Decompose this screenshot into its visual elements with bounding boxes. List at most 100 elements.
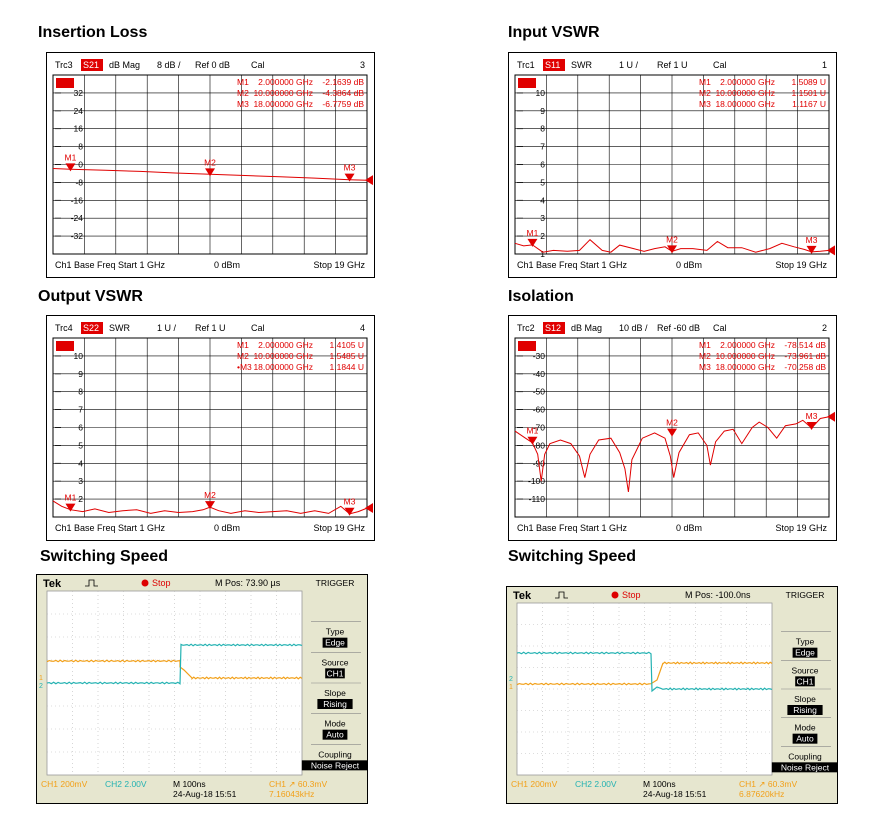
trace-number: 4 bbox=[360, 323, 365, 333]
marker-name: M3 bbox=[699, 362, 711, 372]
ref-badge-text: S22 bbox=[58, 342, 73, 351]
y-tick-label: 5 bbox=[78, 440, 83, 450]
marker-label: M2 bbox=[666, 418, 678, 428]
marker-value: -73.961 dB bbox=[784, 351, 826, 361]
marker-triangle-m3 bbox=[344, 507, 355, 516]
menu-label: Source bbox=[792, 665, 819, 675]
menu-value-bg bbox=[787, 705, 823, 715]
ref-label: Ref -60 dB bbox=[657, 323, 700, 333]
ch1-trace bbox=[46, 659, 303, 680]
marker-value: 1.4105 U bbox=[330, 340, 365, 350]
status-date: 24-Aug-18 15:51 bbox=[173, 789, 237, 799]
y-tick-label: -16 bbox=[71, 195, 84, 205]
status-trigger: CH1 ↗ 60.3mV bbox=[269, 779, 327, 789]
marker-triangle-m3 bbox=[806, 421, 817, 430]
marker-freq: 18.000000 GHz bbox=[715, 362, 775, 372]
footer-stop: Stop 19 GHz bbox=[313, 523, 365, 533]
m-pos: M Pos: -100.0ns bbox=[685, 590, 751, 600]
cal-label: Cal bbox=[713, 60, 727, 70]
footer-power: 0 dBm bbox=[214, 260, 240, 270]
marker-label: M3 bbox=[344, 497, 356, 507]
marker-label: M2 bbox=[666, 234, 678, 244]
footer-channel: Ch1 Base Freq Start 1 GHz bbox=[517, 523, 628, 533]
input-vswr-chart: Trc1 S11 SWR 1 U / Ref 1 U Cal 1 10 9 8 7 6 5 4 3 2 1 S11… bbox=[514, 59, 835, 270]
run-state: Stop bbox=[152, 578, 171, 588]
cal-label: Cal bbox=[251, 60, 265, 70]
scale-label: 1 U / bbox=[157, 323, 177, 333]
output-vswr-chart: Trc4 S22 SWR 1 U / Ref 1 U Cal 4 10 9 8 7 6 5 4 3 2 S22 M… bbox=[52, 322, 373, 533]
menu-value-bg bbox=[792, 733, 818, 744]
y-tick-label: 4 bbox=[540, 195, 545, 205]
ch2-trace bbox=[46, 643, 303, 685]
y-tick-label: 2 bbox=[78, 494, 83, 504]
y-tick-label: 9 bbox=[78, 369, 83, 379]
menu-label: Coupling bbox=[788, 751, 822, 761]
menu-value: Auto bbox=[796, 734, 814, 744]
menu-value-bg bbox=[301, 760, 369, 771]
tek-logo: Tek bbox=[43, 578, 62, 590]
trace-number: 1 bbox=[822, 60, 827, 70]
status-ch1: CH1 200mV bbox=[511, 779, 558, 789]
marker-value: 1.1844 U bbox=[330, 362, 365, 372]
footer-power: 0 dBm bbox=[676, 523, 702, 533]
title-isolation: Isolation bbox=[508, 288, 574, 305]
menu-label: Coupling bbox=[318, 749, 352, 759]
marker-triangle-m1 bbox=[527, 238, 538, 247]
trace-label: Trc3 bbox=[55, 60, 73, 70]
marker-freq: 10.000000 GHz bbox=[253, 351, 313, 361]
y-tick-label: 1 bbox=[540, 249, 545, 259]
status-ch2: CH2 2.00V bbox=[575, 779, 617, 789]
status-frequency: 7.16043kHz bbox=[269, 789, 314, 799]
status-trigger: CH1 ↗ 60.3mV bbox=[739, 779, 797, 789]
title-output-vswr: Output VSWR bbox=[38, 288, 143, 305]
menu-value: Rising bbox=[323, 699, 347, 709]
y-tick-label: 0 bbox=[78, 160, 83, 170]
y-tick-label: 7 bbox=[78, 405, 83, 415]
title-switching-speed-2: Switching Speed bbox=[508, 548, 637, 565]
stop-icon bbox=[141, 579, 149, 587]
acquire-icon bbox=[555, 591, 568, 599]
format-label: dB Mag bbox=[571, 323, 602, 333]
menu-label: Type bbox=[326, 627, 345, 637]
y-tick-label: 8 bbox=[540, 124, 545, 134]
marker-triangle-m2 bbox=[667, 245, 677, 254]
trace-line-s12 bbox=[514, 416, 830, 492]
menu-value: Edge bbox=[325, 638, 345, 648]
y-tick-label: 3 bbox=[540, 213, 545, 223]
ref-badge-text: S21 bbox=[58, 79, 73, 88]
ref-label: Ref 0 dB bbox=[195, 60, 230, 70]
marker-label: M3 bbox=[344, 163, 356, 173]
marker-freq: 10.000000 GHz bbox=[253, 88, 313, 98]
menu-value: Auto bbox=[326, 730, 344, 740]
menu-value: Rising bbox=[793, 705, 817, 715]
marker-label: M3 bbox=[806, 235, 818, 245]
ch2-level-marker: 2 bbox=[39, 683, 43, 690]
sparam-badge: S21 bbox=[83, 60, 99, 70]
cal-label: Cal bbox=[251, 323, 265, 333]
y-tick-label: 3 bbox=[78, 476, 83, 486]
y-tick-label: -8 bbox=[75, 177, 83, 187]
marker-name: M2 bbox=[237, 351, 249, 361]
menu-value: CH1 bbox=[796, 676, 813, 686]
marker-triangle-m3 bbox=[344, 173, 355, 182]
sparam-badge-bg bbox=[543, 322, 565, 334]
marker-freq: 2.000000 GHz bbox=[720, 77, 775, 87]
y-tick-label: -30 bbox=[533, 351, 546, 361]
y-tick-label: 6 bbox=[78, 423, 83, 433]
format-label: dB Mag bbox=[109, 60, 140, 70]
menu-label: TRIGGER bbox=[316, 578, 355, 588]
cal-label: Cal bbox=[713, 323, 727, 333]
marker-value: -78.514 dB bbox=[784, 340, 826, 350]
sparam-badge-bg bbox=[81, 59, 103, 71]
marker-name: M3 bbox=[237, 99, 249, 109]
footer-stop: Stop 19 GHz bbox=[775, 260, 827, 270]
marker-triangle-m2 bbox=[205, 168, 215, 177]
ref-badge-bg bbox=[56, 341, 74, 351]
marker-label: M1 bbox=[527, 426, 539, 436]
marker-triangle-m3 bbox=[806, 245, 817, 254]
y-tick-label: 5 bbox=[540, 177, 545, 187]
y-tick-label: 4 bbox=[78, 458, 83, 468]
marker-freq: 2.000000 GHz bbox=[258, 340, 313, 350]
marker-triangle-m2 bbox=[667, 428, 677, 437]
